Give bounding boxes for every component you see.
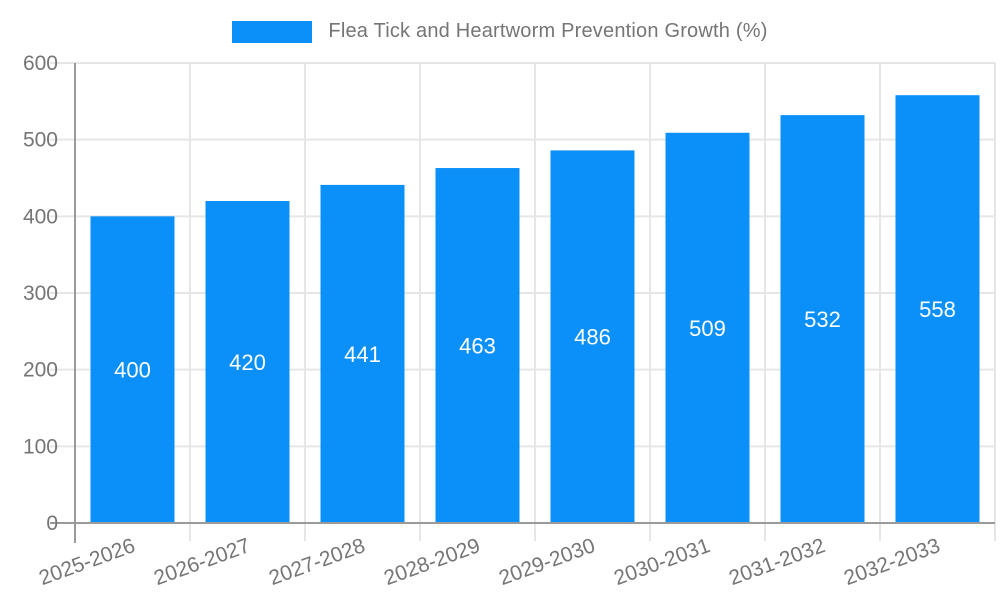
bar-value-label: 532: [804, 307, 841, 332]
bar-value-label: 558: [919, 297, 956, 322]
y-axis-tick-label: 300: [23, 282, 58, 305]
y-axis-tick-label: 500: [23, 129, 58, 152]
bar: [90, 216, 175, 524]
legend-swatch-icon: [232, 20, 313, 43]
bar-value-label: 420: [229, 350, 266, 375]
legend-item[interactable]: Flea Tick and Heartworm Prevention Growt…: [232, 20, 767, 43]
x-axis-tick-label: 2026-2027: [151, 534, 253, 590]
y-axis-tick-label: 600: [23, 52, 58, 75]
bar-value-label: 486: [574, 325, 611, 350]
bar: [205, 201, 290, 523]
legend-label: Flea Tick and Heartworm Prevention Growt…: [328, 20, 768, 42]
y-axis-tick-label: 100: [23, 435, 58, 458]
bar: [895, 95, 980, 523]
bar: [665, 132, 750, 523]
bar-value-label: 463: [459, 334, 496, 359]
bar-value-label: 441: [344, 342, 381, 367]
x-axis-tick-label: 2028-2029: [381, 534, 483, 590]
x-axis-tick-label: 2030-2031: [611, 534, 713, 590]
y-axis-tick-label: 200: [23, 359, 58, 382]
bar: [550, 150, 635, 523]
y-axis-tick-label: 400: [23, 205, 58, 228]
bar: [320, 184, 405, 523]
bar-value-label: 509: [689, 316, 726, 341]
x-axis-tick-label: 2031-2032: [726, 534, 828, 590]
y-axis-tick-label: 0: [46, 512, 58, 535]
bar: [435, 168, 520, 524]
x-axis-tick-label: 2032-2033: [841, 534, 943, 590]
x-axis-tick-label: 2029-2030: [496, 534, 598, 590]
x-axis-tick-label: 2027-2028: [266, 534, 368, 590]
bar: [780, 115, 865, 523]
bar-value-label: 400: [114, 358, 151, 383]
legend: Flea Tick and Heartworm Prevention Growt…: [0, 20, 1000, 43]
x-axis-tick-label: 2025-2026: [36, 534, 138, 590]
